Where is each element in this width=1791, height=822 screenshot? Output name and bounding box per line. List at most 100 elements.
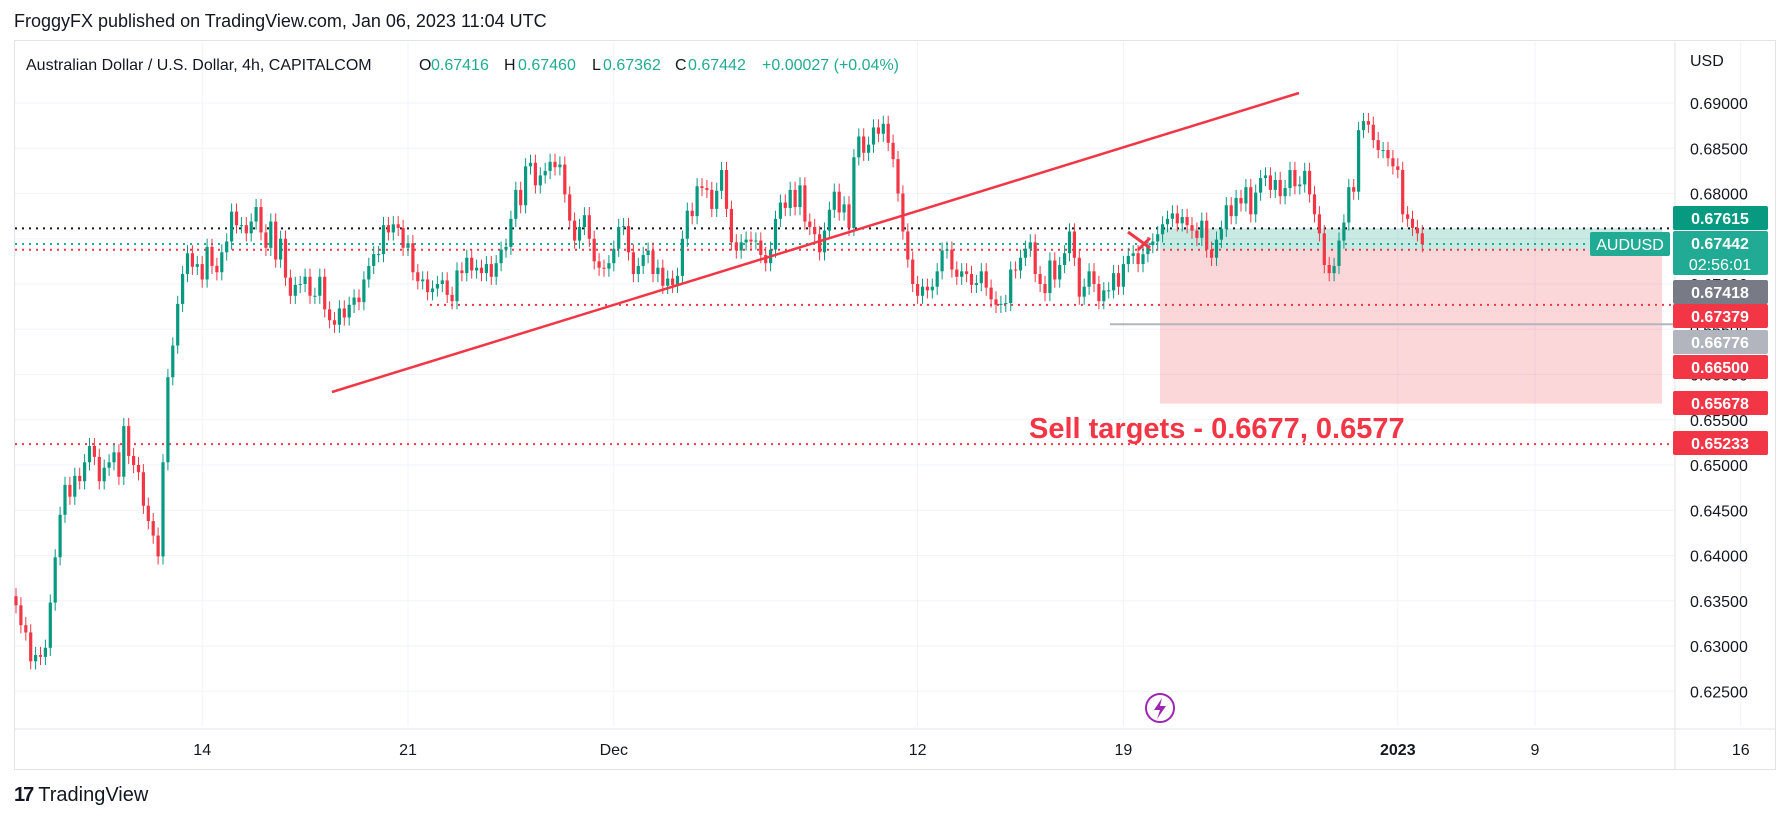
candle-body <box>1077 257 1081 297</box>
candle-body <box>1102 290 1106 302</box>
candle-body <box>646 250 650 256</box>
price-badge-bg <box>1673 231 1768 275</box>
candle-body <box>1219 228 1223 240</box>
candle-body <box>1087 271 1091 287</box>
candle-body <box>519 189 523 206</box>
candle-body <box>808 221 812 227</box>
candle-body <box>783 202 787 208</box>
price-badge[interactable]: 0.66776 <box>1673 330 1768 354</box>
candle-body <box>293 284 297 296</box>
candle-body <box>1391 158 1395 167</box>
candle-body <box>744 239 748 243</box>
candle-body <box>68 484 72 497</box>
candle-body <box>671 278 675 285</box>
price-badge[interactable]: 0.67442 02:56:01 <box>1673 231 1768 275</box>
candle-body <box>367 265 371 280</box>
close-label: C <box>675 57 687 74</box>
open-label: O <box>419 57 431 74</box>
sell-targets-annotation[interactable]: Sell targets - 0.6677, 0.6577 <box>1029 413 1405 445</box>
candle-body <box>1278 179 1282 197</box>
candle-body <box>244 225 248 234</box>
price-badge[interactable]: 0.67615 <box>1673 206 1768 230</box>
candle-body <box>386 225 390 233</box>
candle-body <box>499 249 503 264</box>
candle-body <box>1410 218 1415 228</box>
candle-body <box>1288 169 1292 189</box>
lightning-icon[interactable] <box>1145 693 1175 723</box>
price-tick-label: 0.65000 <box>1690 458 1748 475</box>
price-badge[interactable]: 0.65678 <box>1673 391 1768 415</box>
candle-body <box>901 193 905 232</box>
candle-body <box>528 162 533 167</box>
candle-body <box>543 170 547 176</box>
candle-body <box>1293 169 1297 187</box>
candle-body <box>24 625 28 633</box>
position-stop-zone[interactable] <box>1160 228 1662 250</box>
candle-body <box>602 267 606 269</box>
candle-body <box>592 238 596 262</box>
candle-body <box>435 284 439 289</box>
candle-body <box>651 250 655 275</box>
rising-trendline[interactable] <box>331 91 1300 394</box>
price-badge-label: 0.65233 <box>1691 436 1749 453</box>
price-badge[interactable]: 0.67418 <box>1673 280 1768 304</box>
candle-body <box>102 467 106 482</box>
candle-body <box>1337 240 1341 266</box>
candle-body <box>1063 253 1067 265</box>
horizontal-levels[interactable] <box>15 227 1675 446</box>
candle-body <box>181 274 185 304</box>
candle-body <box>788 189 792 208</box>
price-axis[interactable]: 0.62500 0.63000 0.63500 0.64000 0.64500 0.650… <box>1590 96 1768 701</box>
symbol-tag[interactable]: AUDUSD <box>1590 232 1670 256</box>
candle-body <box>636 265 640 275</box>
tradingview-logo[interactable]: 17 TradingView <box>14 784 148 807</box>
candle-body <box>715 190 719 209</box>
price-badge[interactable]: 0.65233 <box>1673 431 1768 455</box>
candle-body <box>1357 130 1361 192</box>
price-badge-bg <box>1673 280 1768 304</box>
candle-body <box>514 189 518 219</box>
price-badge[interactable]: 0.66500 <box>1673 355 1768 379</box>
candle-body <box>568 194 572 221</box>
trendline-drawing[interactable] <box>331 91 1300 394</box>
candle-body <box>1151 241 1155 246</box>
candle-body <box>220 252 224 273</box>
symbol-tag-bg <box>1590 232 1670 256</box>
candle-body <box>1121 264 1125 287</box>
close-value: 0.67442 <box>688 57 746 74</box>
candle-body <box>450 294 454 302</box>
candle-body <box>1283 188 1287 197</box>
sell-arrow-icon[interactable] <box>1127 230 1152 252</box>
position-tool[interactable] <box>1160 228 1662 404</box>
price-badge[interactable]: 0.67379 <box>1673 304 1768 328</box>
candle-body <box>729 208 733 243</box>
candle-body <box>710 189 714 209</box>
candle-body <box>1028 242 1032 249</box>
candle-body <box>896 159 900 194</box>
high-label: H <box>504 57 516 74</box>
candle-body <box>960 271 964 277</box>
chart-frame[interactable] <box>14 40 1776 770</box>
candle-body <box>87 445 92 463</box>
candle-body <box>1406 214 1410 219</box>
candle-body <box>117 452 121 477</box>
price-badge-bg <box>1673 355 1768 379</box>
candle-body <box>112 452 116 463</box>
position-target-zone[interactable] <box>1160 249 1662 404</box>
candle-body <box>53 557 57 603</box>
candle-body <box>1234 198 1238 217</box>
candle-body <box>1136 253 1140 265</box>
candle-body <box>1361 121 1366 131</box>
candle-body <box>1107 290 1111 292</box>
candle-body <box>494 263 498 277</box>
candle-body <box>563 164 567 195</box>
price-badge-label: 0.67615 <box>1691 211 1749 228</box>
time-tick-label: 19 <box>1115 742 1133 759</box>
tradingview-logo-icon: 17 <box>14 784 34 806</box>
candle-body <box>1210 249 1214 258</box>
time-axis[interactable]: 1421Dec1219202391623Feb <box>193 742 1791 759</box>
candle-body <box>1009 269 1013 304</box>
candle-body <box>215 265 219 273</box>
candle-body <box>132 455 136 465</box>
